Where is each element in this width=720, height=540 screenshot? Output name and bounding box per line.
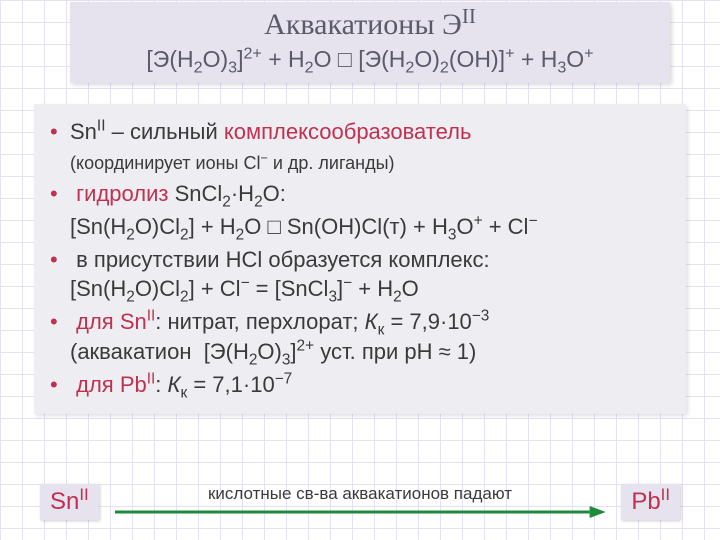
bullet-item: гидролиз SnCl2·H2O: <box>48 179 672 209</box>
bullet-item: SnII – сильный комплексообразователь(коо… <box>48 117 672 176</box>
trend-row: SnII кислотные св-ва аквакатионов падают… <box>40 482 680 522</box>
arrow-wrap: кислотные св-ва аквакатионов падают <box>115 484 606 520</box>
chip-left: SnII <box>40 484 99 520</box>
title-line-1: Аквакатионы ЭII <box>78 8 662 42</box>
arrow-label: кислотные св-ва аквакатионов падают <box>208 484 512 504</box>
bullet-list: SnII – сильный комплексообразователь(коо… <box>48 117 672 399</box>
title-block: Аквакатионы ЭII [Э(H2O)3]2+ + H2O □ [Э(H… <box>70 2 670 83</box>
body-block: SnII – сильный комплексообразователь(коо… <box>34 104 686 414</box>
bullet-continuation: [Sn(H2O)Cl2] + H2O □ Sn(OH)Cl(т) + H3O+ … <box>48 212 672 242</box>
chip-right: PbII <box>621 484 680 520</box>
title-line-2: [Э(H2O)3]2+ + H2O □ [Э(H2O)2(OH)]+ + H3O… <box>78 46 662 73</box>
arrow-icon <box>115 504 606 520</box>
bullet-item: для SnII: нитрат, перхлорат; Кк = 7,9·10… <box>48 307 672 366</box>
bullet-item: для PbII: Кк = 7,1·10−7 <box>48 370 672 400</box>
bullet-item: в присутствии HCl образуется комплекс:[S… <box>48 245 672 304</box>
